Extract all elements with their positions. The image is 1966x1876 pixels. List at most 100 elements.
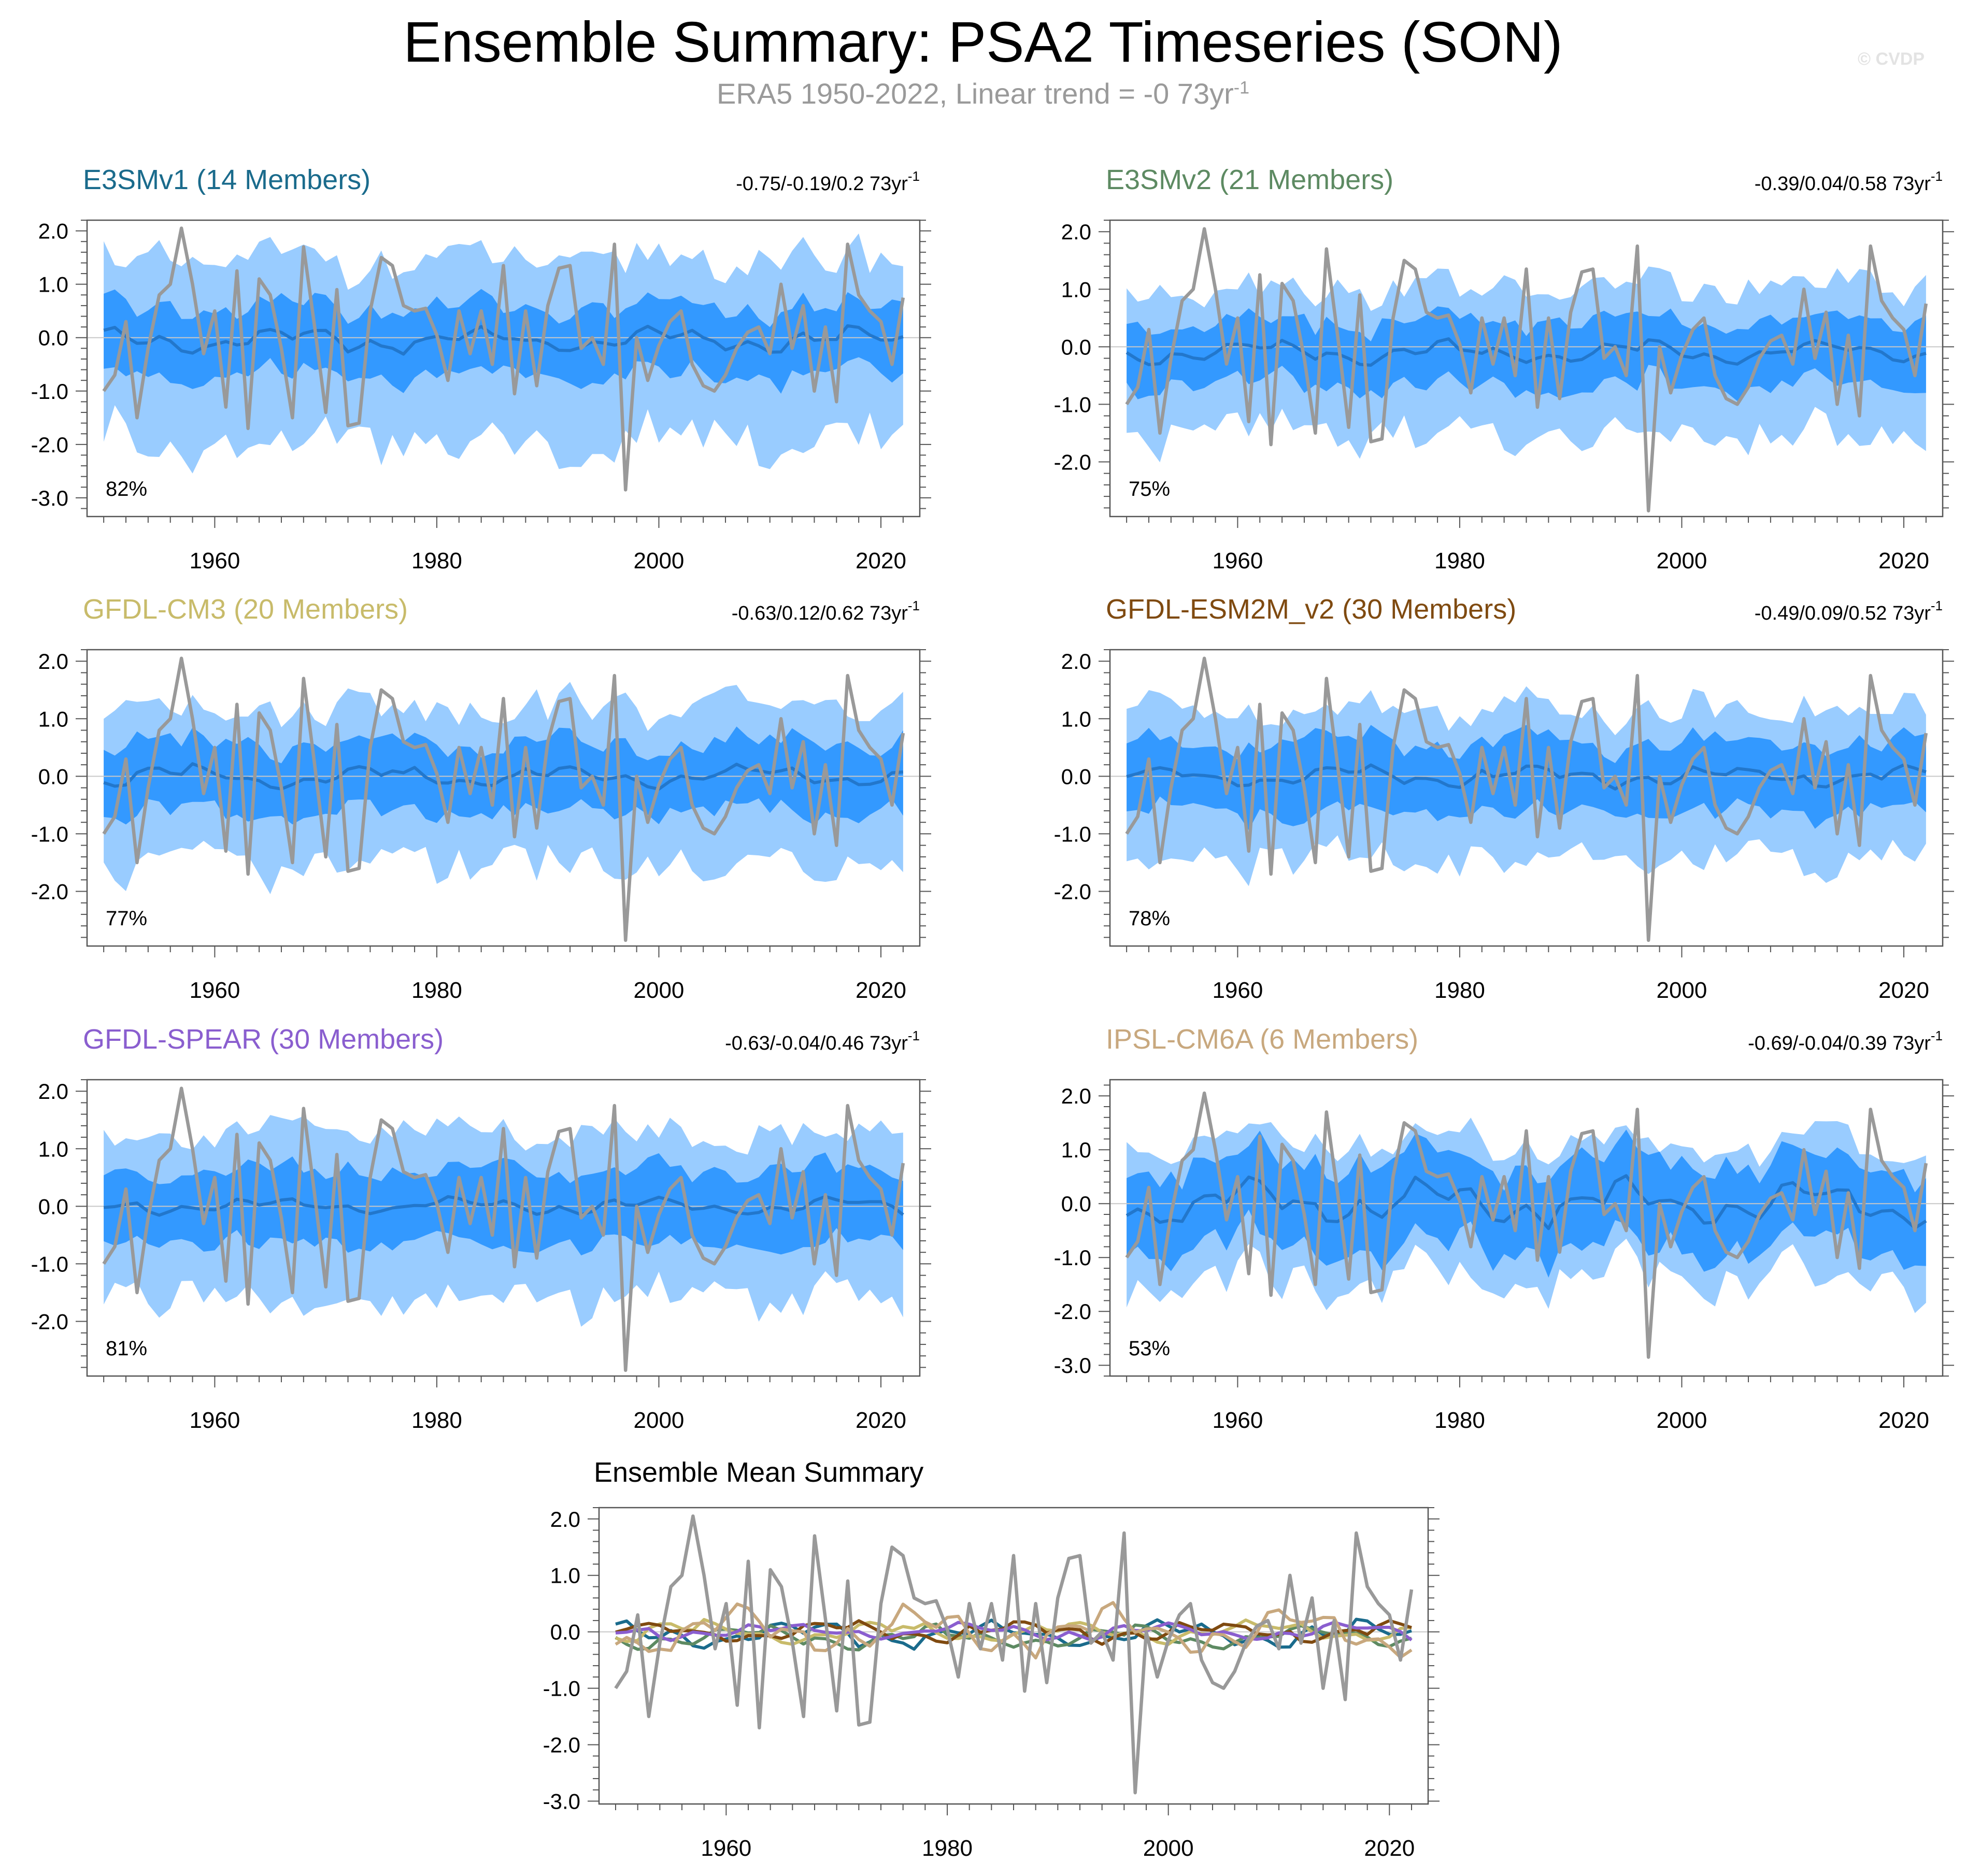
- y-tick-label: -1.0: [1054, 822, 1091, 846]
- plot-area: [87, 656, 920, 942]
- y-tick-label: 2.0: [1061, 649, 1091, 674]
- panel-trend-superscript: -1: [908, 168, 920, 184]
- plot-area: [1110, 656, 1943, 942]
- y-tick-label: -2.0: [31, 433, 68, 457]
- x-tick-label: 2000: [1657, 1408, 1707, 1433]
- panel-trend-superscript: -1: [1931, 598, 1943, 613]
- y-tick-label: 1.0: [38, 1137, 68, 1161]
- x-tick-label: 2020: [1878, 1408, 1929, 1433]
- x-tick-label: 1960: [1212, 548, 1263, 574]
- panel-title: GFDL-CM3 (20 Members): [83, 594, 408, 625]
- x-tick-label: 1980: [1434, 1408, 1485, 1433]
- summary-title: Ensemble Mean Summary: [594, 1457, 923, 1488]
- panel-1: 2.0 1.0 0.0 -1.0 -2.0 -3.0 1960 1980 2000 2020 E3S…: [31, 164, 931, 574]
- observed-line: [102, 656, 905, 942]
- plot-area: [599, 1514, 1428, 1795]
- y-tick-label: 2.0: [38, 219, 68, 244]
- x-tick-label: 2020: [856, 1408, 906, 1433]
- subtitle-text: ERA5 1950-2022, Linear trend = -0 73yr: [717, 77, 1234, 110]
- x-tick-label: 2000: [1657, 548, 1707, 574]
- panel-title: E3SMv2 (21 Members): [1106, 164, 1393, 195]
- x-tick-label: 1960: [1212, 1408, 1263, 1433]
- y-tick-label: -1.0: [31, 1252, 68, 1276]
- observed-line: [1125, 227, 1928, 513]
- x-tick-label: 2020: [1878, 978, 1929, 1003]
- x-tick-label: 1980: [411, 548, 462, 574]
- y-tick-label: 0.0: [550, 1620, 580, 1644]
- x-tick-label: 1980: [922, 1836, 973, 1861]
- x-tick-label: 1960: [189, 548, 240, 574]
- y-tick-label: 1.0: [38, 273, 68, 297]
- subtitle: ERA5 1950-2022, Linear trend = -0 73yr-1: [0, 77, 1966, 110]
- panel-trend: -0.63/0.12/0.62 73yr-1: [732, 598, 920, 624]
- observed-line: [102, 1086, 905, 1372]
- panel-6: 2.0 1.0 0.0 -1.0 -2.0 -3.0 1960 1980 2000 2020 IPS…: [1054, 1024, 1954, 1433]
- panel-trend-value: -0.63/0.12/0.62 73yr: [732, 603, 908, 624]
- observed-line: [1125, 656, 1928, 942]
- plot-area: [87, 226, 920, 492]
- ensemble-mean-line: [1126, 763, 1927, 791]
- y-tick-label: 1.0: [1061, 1138, 1091, 1162]
- y-tick-label: 0.0: [1061, 335, 1091, 359]
- x-tick-label: 1960: [189, 1408, 240, 1433]
- x-tick-label: 1960: [189, 978, 240, 1003]
- y-tick-label: -2.0: [1054, 450, 1091, 474]
- ensemble-mean-line: [103, 762, 904, 791]
- y-tick-label: -3.0: [31, 486, 68, 510]
- x-tick-label: 2000: [634, 548, 685, 574]
- y-tick-label: -1.0: [1054, 1245, 1091, 1270]
- panel-trend: -0.49/0.09/0.52 73yr-1: [1755, 598, 1943, 624]
- panel-trend-superscript: -1: [1931, 168, 1943, 184]
- panel-percent: 75%: [1129, 478, 1170, 500]
- panel-title: IPSL-CM6A (6 Members): [1106, 1024, 1418, 1055]
- panel-percent: 77%: [106, 907, 147, 930]
- page-title: Ensemble Summary: PSA2 Timeseries (SON): [403, 10, 1563, 74]
- series-line-gfdl-spear: [615, 1621, 1413, 1642]
- observed-line: [102, 226, 905, 492]
- x-tick-label: 1980: [411, 978, 462, 1003]
- y-tick-label: 2.0: [550, 1507, 580, 1531]
- ensemble-mean-line: [1126, 337, 1927, 367]
- panel-trend: -0.69/-0.04/0.39 73yr-1: [1748, 1028, 1943, 1054]
- ensemble-mean-line: [1126, 1174, 1927, 1230]
- panel-title: E3SMv1 (14 Members): [83, 164, 371, 195]
- watermark: © CVDP: [1858, 49, 1925, 69]
- x-tick-label: 1980: [1434, 978, 1485, 1003]
- panel-4: 2.0 1.0 0.0 -1.0 -2.0 1960 1980 2000 2020 GFDL-ES…: [1054, 594, 1954, 1003]
- plot-area: [1110, 1091, 1943, 1359]
- y-tick-label: 2.0: [38, 1079, 68, 1104]
- x-tick-label: 2020: [1878, 548, 1929, 574]
- y-tick-label: 0.0: [1061, 764, 1091, 789]
- y-tick-label: 1.0: [38, 707, 68, 731]
- plot-area: [1110, 227, 1943, 513]
- y-tick-label: -1.0: [31, 379, 68, 404]
- panel-percent: 82%: [106, 478, 147, 500]
- panel-5: 2.0 1.0 0.0 -1.0 -2.0 1960 1980 2000 2020 GFDL-SP…: [31, 1024, 931, 1433]
- panel-percent: 53%: [1129, 1337, 1170, 1360]
- y-tick-label: -1.0: [31, 822, 68, 846]
- panel-2: 2.0 1.0 0.0 -1.0 -2.0 1960 1980 2000 2020 E3SMv2 …: [1054, 164, 1954, 574]
- y-tick-label: -2.0: [1054, 1299, 1091, 1324]
- x-tick-label: 1960: [1212, 978, 1263, 1003]
- panel-trend-value: -0.63/-0.04/0.46 73yr: [725, 1033, 908, 1054]
- panel-trend-superscript: -1: [908, 598, 920, 613]
- y-tick-label: 1.0: [1061, 277, 1091, 302]
- x-tick-label: 2020: [856, 548, 906, 574]
- x-tick-label: 1980: [411, 1408, 462, 1433]
- panel-trend: -0.39/0.04/0.58 73yr-1: [1755, 168, 1943, 195]
- ensemble-mean-line: [103, 1195, 904, 1217]
- x-tick-label: 2000: [1143, 1836, 1194, 1861]
- x-tick-label: 1960: [701, 1836, 751, 1861]
- y-tick-label: 1.0: [550, 1564, 580, 1588]
- x-tick-label: 2000: [1657, 978, 1707, 1003]
- y-tick-label: -2.0: [31, 879, 68, 904]
- y-tick-label: 2.0: [1061, 220, 1091, 244]
- y-tick-label: -3.0: [1054, 1353, 1091, 1378]
- panel-trend: -0.75/-0.19/0.2 73yr-1: [736, 168, 920, 195]
- y-tick-label: 1.0: [1061, 707, 1091, 731]
- plot-area: [87, 1086, 920, 1372]
- panel-trend-superscript: -1: [1931, 1028, 1943, 1043]
- panel-trend-value: -0.75/-0.19/0.2 73yr: [736, 173, 908, 195]
- panel-3: 2.0 1.0 0.0 -1.0 -2.0 1960 1980 2000 2020 GFDL-CM…: [31, 594, 931, 1003]
